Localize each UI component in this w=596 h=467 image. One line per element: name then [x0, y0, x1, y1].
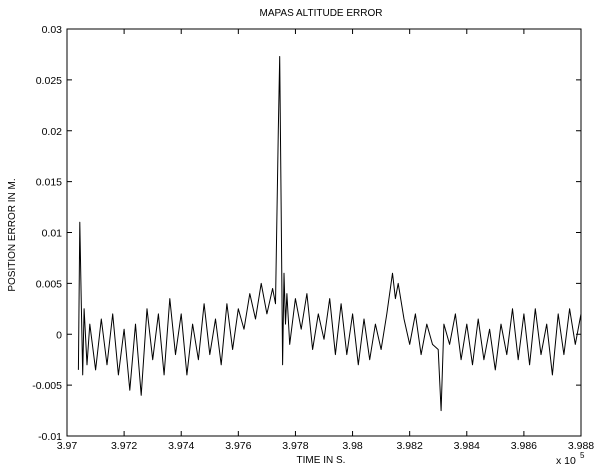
plot-frame — [66, 28, 582, 437]
x-tick-label: 3.974 — [168, 440, 194, 452]
x-tick-label: 3.986 — [511, 440, 537, 452]
x-tick-label: 3.978 — [282, 440, 308, 452]
y-tick-label: 0.01 — [42, 228, 63, 240]
plot-area: 3.97 3.972 3.974 3.976 3.978 3.98 3.982 3.984 3.… — [32, 24, 594, 452]
x-tick-label: 3.982 — [397, 440, 423, 452]
x-tick-label: 3.988 — [568, 440, 594, 452]
chart-title: MAPAS ALTITUDE ERROR — [260, 8, 383, 19]
y-tick-label: 0 — [56, 329, 62, 341]
x-tick-label: 3.984 — [454, 440, 480, 452]
x-tick-label: 3.98 — [342, 440, 363, 452]
y-tick-label: 0.015 — [36, 177, 62, 189]
x-axis-label: TIME IN S. — [297, 455, 346, 466]
x-tick-label: 3.976 — [225, 440, 251, 452]
x-tick-label: 3.97 — [57, 440, 78, 452]
y-tick-label: 0.025 — [36, 75, 62, 87]
y-tick-label: 0.02 — [42, 126, 63, 138]
y-tick-label: 0.005 — [36, 278, 62, 290]
x-tick-label: 3.972 — [111, 440, 137, 452]
x-exponent-power: 5 — [580, 451, 585, 460]
y-tick-label: -0.01 — [38, 431, 62, 443]
series-line — [77, 56, 582, 412]
x-exponent-label: x 10 — [556, 455, 576, 467]
y-tick-label: 0.03 — [42, 24, 63, 36]
y-tick-label: -0.005 — [32, 380, 62, 392]
y-axis-label: POSITION ERROR IN M. — [7, 178, 18, 291]
